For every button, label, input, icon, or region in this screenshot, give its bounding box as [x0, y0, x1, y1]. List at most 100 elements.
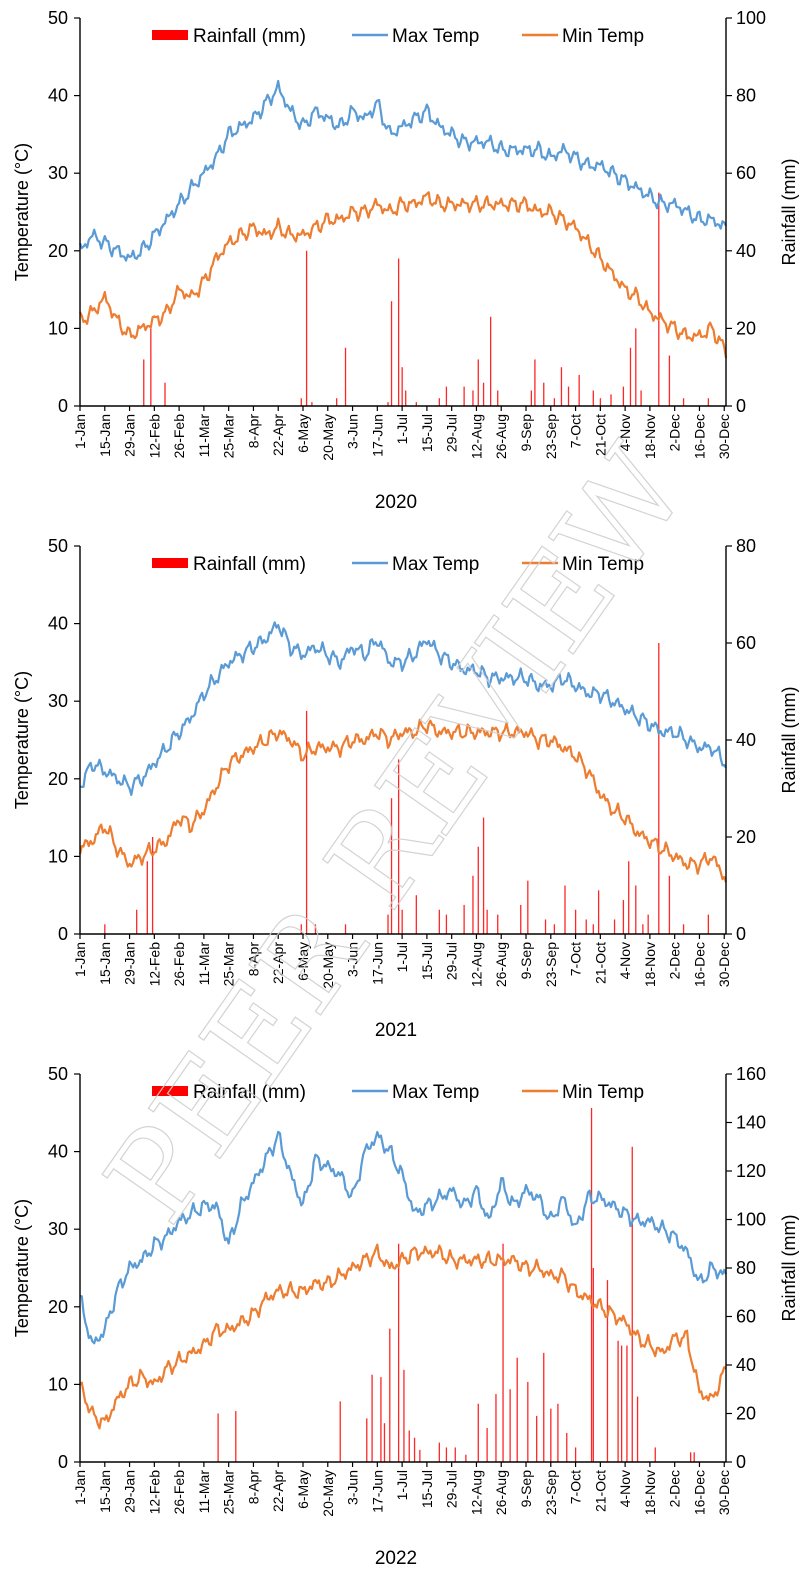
rainfall-bar [438, 398, 440, 406]
max-temp-line [79, 1130, 728, 1345]
rainfall-bar [553, 924, 556, 934]
rainfall-bar [482, 382, 485, 406]
x-tick-label: 1-Jul [394, 942, 410, 972]
rainfall-bar [574, 909, 577, 934]
rainfall-bar [383, 1423, 386, 1462]
x-tick-label: 12-Feb [146, 1470, 162, 1515]
rainfall-bar [693, 1452, 695, 1462]
legend-max-label: Max Temp [392, 26, 479, 47]
x-tick-label: 15-Jul [419, 414, 435, 452]
x-tick-label: 9-Sep [518, 414, 534, 452]
rainfall-bar [628, 861, 630, 934]
rainfall-bar [397, 1243, 400, 1462]
x-tick-label: 29-Jul [444, 942, 460, 980]
x-tick-label: 1-Jan [72, 942, 88, 977]
x-tick-label: 9-Sep [518, 1470, 534, 1508]
y-left-tick-label: 30 [48, 1219, 68, 1239]
rainfall-bar [527, 880, 529, 934]
rainfall-bar [617, 1340, 619, 1462]
rainfall-bar [413, 1437, 416, 1462]
x-tick-label: 26-Feb [171, 1470, 187, 1515]
legend-rainfall-label: Rainfall (mm) [193, 26, 306, 47]
rainfall-bar [527, 1381, 529, 1462]
rainfall-bar [654, 1447, 656, 1462]
x-tick-label: 25-Mar [221, 414, 237, 459]
legend-min-label: Min Temp [562, 554, 644, 575]
y-left-tick-label: 50 [48, 1064, 68, 1084]
rainfall-bar [640, 390, 642, 406]
rainfall-bar [610, 394, 612, 406]
x-tick-label: 6-May [295, 942, 311, 981]
rainfall-bar [408, 1430, 410, 1462]
rainfall-bar [682, 398, 685, 406]
x-tick-label: 21-Oct [592, 414, 608, 456]
x-tick-label: 3-Jun [345, 942, 361, 977]
rainfall-bar [534, 359, 536, 406]
x-tick-label: 30-Dec [716, 1470, 732, 1515]
x-tick-label: 29-Jan [122, 414, 138, 457]
x-tick-label: 18-Nov [642, 942, 658, 987]
x-tick-label: 23-Sep [543, 1470, 559, 1515]
rainfall-bar [707, 914, 710, 934]
rainfall-bar [544, 919, 547, 934]
y-left-tick-label: 10 [48, 1374, 68, 1394]
rainfall-bar [567, 386, 570, 406]
rainfall-bar [366, 1418, 368, 1462]
y-right-tick-label: 0 [736, 924, 746, 944]
rainfall-bar [403, 1369, 405, 1462]
x-tick-label: 30-Dec [716, 942, 732, 987]
x-tick-label: 11-Mar [196, 942, 212, 986]
rainfall-bar [419, 1449, 421, 1462]
x-tick-label: 1-Jan [72, 1470, 88, 1505]
y-right-tick-label: 120 [736, 1161, 766, 1181]
x-tick-label: 12-Feb [146, 942, 162, 987]
rainfall-bar [578, 374, 580, 406]
y-right-tick-label: 140 [736, 1113, 766, 1133]
x-tick-label: 25-Mar [221, 942, 237, 987]
rainfall-bar [389, 1328, 391, 1462]
rainfall-bar [626, 1345, 628, 1462]
rainfall-bar [658, 643, 660, 934]
x-tick-label: 30-Dec [716, 414, 732, 459]
y-right-tick-label: 60 [736, 163, 756, 183]
chart-title: 2022 [375, 1548, 417, 1569]
rainfall-bar [235, 1411, 237, 1462]
x-tick-label: 21-Oct [592, 1470, 608, 1512]
rainfall-bar [472, 390, 474, 406]
x-tick-label: 9-Sep [518, 942, 534, 980]
rainfall-bar [502, 1243, 504, 1462]
chart-2020: 0 10 20 30 40 50 0 20 40 60 80 100 1-Jan 15-Jan 29-Jan… [12, 8, 799, 513]
rainfall-bar [387, 402, 389, 406]
rainfall-bar [405, 390, 407, 406]
x-tick-label: 17-Jun [369, 942, 385, 985]
rainfall-bar [465, 1454, 467, 1462]
y-right-tick-label: 80 [736, 86, 756, 106]
chart-title: 2021 [375, 1020, 417, 1041]
y-left-tick-label: 40 [48, 1142, 68, 1162]
rainfall-bar [311, 402, 313, 406]
y-left-tick-label: 30 [48, 163, 68, 183]
x-tick-label: 8-Apr [245, 414, 261, 449]
legend-rainfall-swatch [152, 1086, 188, 1096]
rainfall-bar [390, 798, 393, 934]
rainfall-bar [520, 904, 522, 934]
rainfall-bar [642, 924, 644, 934]
rainfall-bar [150, 328, 152, 406]
y-right-tick-label: 60 [736, 633, 756, 653]
y-left-axis-label: Temperature (°C) [12, 671, 32, 809]
rainfall-bar [682, 924, 685, 934]
rainfall-bar [397, 759, 400, 934]
x-tick-label: 26-Aug [493, 414, 509, 459]
min-temp-line [79, 191, 728, 359]
x-tick-label: 15-Jan [97, 1470, 113, 1513]
rainfall-bar [497, 914, 499, 934]
y-right-tick-label: 80 [736, 536, 756, 556]
rainfall-bar [336, 398, 338, 406]
chart-title: 2020 [375, 492, 417, 513]
y-left-tick-label: 0 [58, 396, 68, 416]
rainfall-bar [516, 1357, 518, 1462]
x-tick-label: 11-Mar [196, 1470, 212, 1514]
rainfall-bar [647, 914, 649, 934]
x-tick-label: 26-Aug [493, 942, 509, 987]
x-tick-label: 15-Jul [419, 1470, 435, 1508]
